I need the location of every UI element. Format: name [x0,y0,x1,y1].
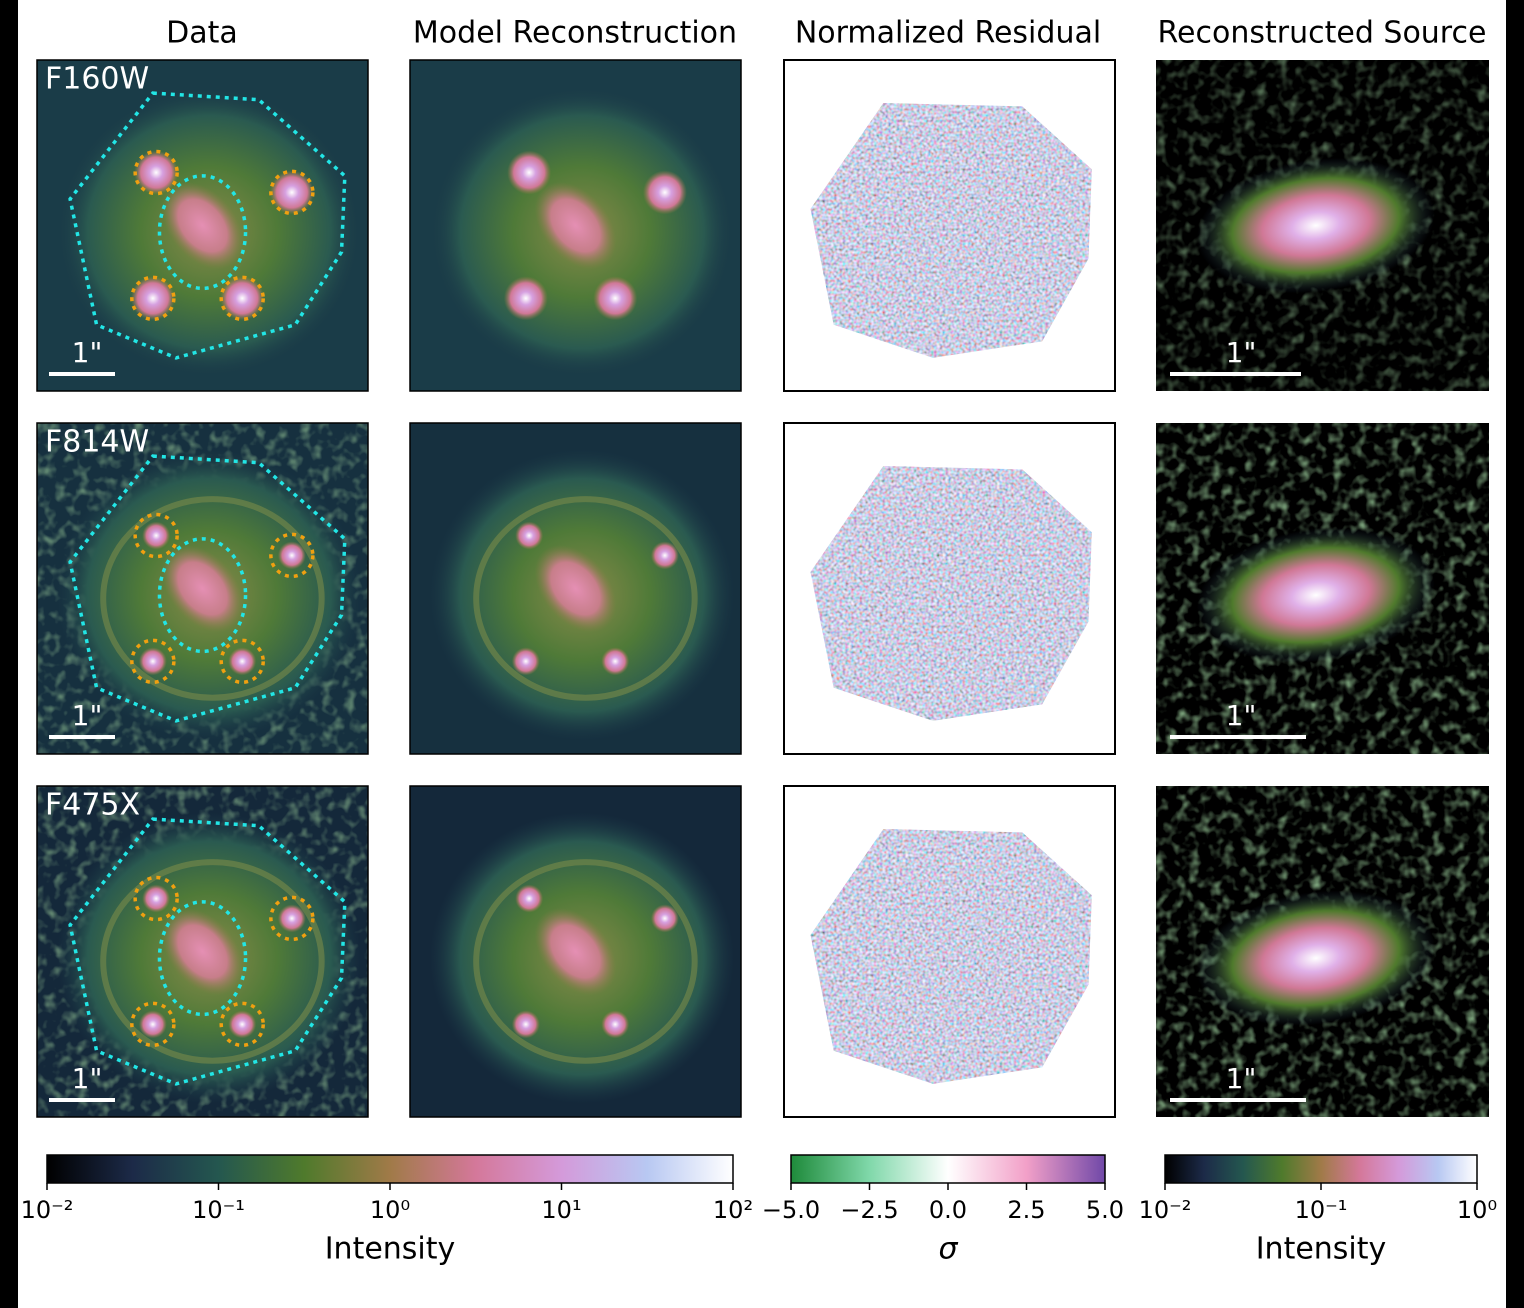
colorbar-fill [47,1155,733,1183]
colorbar-label: σ [938,1232,958,1267]
column-title: Model Reconstruction [413,16,737,51]
scale-label: 1" [1226,699,1257,732]
colorbar-tick-label: 10¹ [541,1196,581,1224]
point-image [228,1010,256,1038]
row-label: F814W [45,425,149,460]
point-image [512,1010,540,1038]
row-label: F160W [45,62,149,97]
scale-label: 1" [72,336,103,369]
colorbar-tick-label: 10⁻¹ [1295,1196,1348,1224]
scale-label: 1" [72,1062,103,1095]
scale-label: 1" [72,699,103,732]
point-image [515,522,543,550]
point-image [651,904,679,932]
source-panel: 1" [1156,786,1489,1117]
residual-panel [784,786,1115,1117]
point-image [278,904,306,932]
point-image [228,647,256,675]
colorbar-tick-label: 10⁰ [1457,1196,1497,1224]
column-title: Data [166,16,238,51]
column-title: Normalized Residual [795,16,1101,51]
colorbar-tick-label: 2.5 [1007,1196,1045,1224]
point-image [507,151,551,195]
colorbar-fill [1165,1155,1477,1183]
point-image [504,276,548,320]
point-image [515,885,543,913]
colorbar-tick-label: 0.0 [929,1196,967,1224]
colorbar-tick-label: 5.0 [1086,1196,1124,1224]
colorbar-tick-label: −5.0 [762,1196,820,1224]
model-panel [410,786,741,1117]
source-panel: 1" [1156,423,1489,754]
model-panel [410,423,741,754]
point-image [601,647,629,675]
row-label: F475X [45,788,140,823]
residual-panel [784,60,1115,391]
colorbar-label: Intensity [1256,1232,1387,1267]
point-image [601,1010,629,1038]
scale-label: 1" [1226,336,1257,369]
column-title: Reconstructed Source [1158,16,1487,51]
colorbar-tick-label: 10⁻² [1139,1196,1192,1224]
source-panel: 1" [1156,60,1489,391]
colorbar-tick-label: 10⁰ [370,1196,410,1224]
data-panel: F475X 1" [37,786,368,1117]
figure: F160W 1" 1" F814W 1" 1" F475X 1" 1" 10⁻² 10⁻¹ 10⁰ 10… [0,0,1524,1308]
point-image [142,522,170,550]
point-image [643,170,687,214]
colorbar-fill [791,1155,1105,1183]
colorbar-tick-label: 10² [713,1196,753,1224]
data-panel: F160W 1" [37,60,368,391]
point-image [139,1010,167,1038]
page: F160W 1" 1" F814W 1" 1" F475X 1" 1" 10⁻² 10⁻¹ 10⁰ 10… [0,0,1524,1308]
point-image [512,647,540,675]
point-image [651,541,679,569]
colorbar-tick-label: 10⁻² [21,1196,74,1224]
scale-label: 1" [1226,1062,1257,1095]
residual-panel [784,423,1115,754]
colorbar-tick-label: −2.5 [840,1196,898,1224]
colorbar-tick-label: 10⁻¹ [192,1196,245,1224]
point-image [139,647,167,675]
colorbar-label: Intensity [325,1232,456,1267]
point-image [142,885,170,913]
data-panel: F814W 1" [37,423,368,754]
point-image [593,276,637,320]
point-image [278,541,306,569]
model-panel [410,60,741,391]
